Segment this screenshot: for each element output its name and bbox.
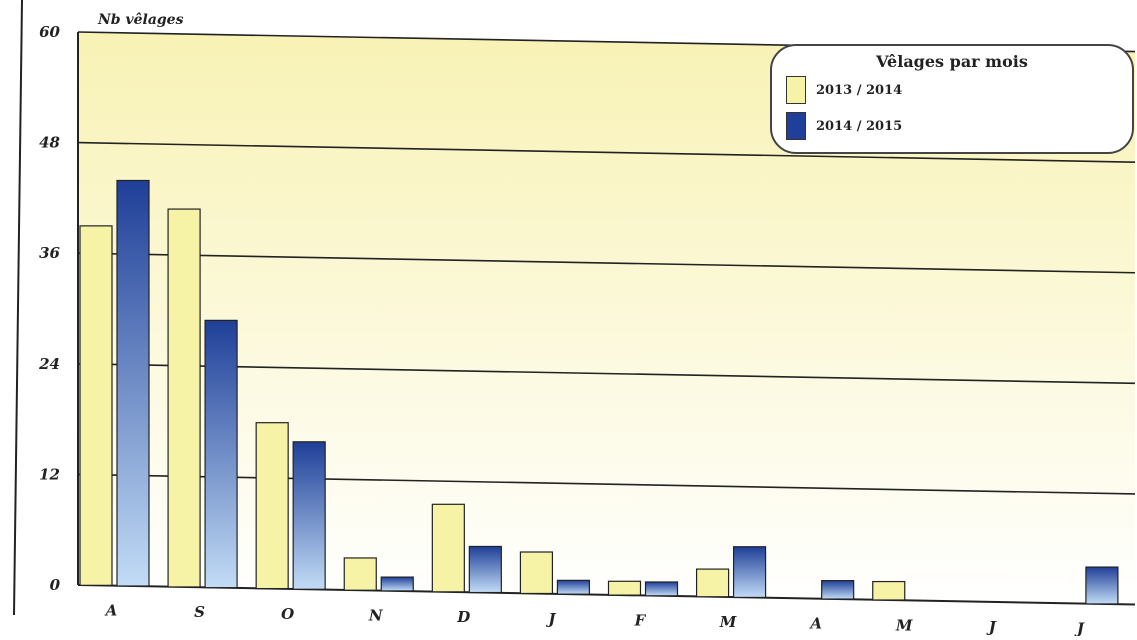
- bar-series-1: [520, 552, 552, 593]
- bar-series-1: [873, 582, 905, 600]
- bar-series-2: [557, 580, 589, 594]
- legend-item-series-2: 2014 / 2015: [786, 112, 902, 140]
- bar-series-1: [344, 558, 376, 590]
- x-tick-label: J: [1074, 620, 1085, 636]
- bar-series-1: [697, 569, 729, 597]
- x-tick-label: D: [456, 608, 470, 626]
- bar-series-1: [168, 209, 200, 587]
- legend-swatch-series-2: [786, 112, 806, 140]
- x-tick-label: A: [808, 615, 822, 633]
- y-tick-label: 48: [39, 134, 60, 152]
- x-tick-label: O: [281, 605, 294, 623]
- legend-title: Vêlages par mois: [772, 52, 1132, 71]
- bar-series-1: [80, 226, 112, 585]
- y-tick-label: 60: [39, 23, 60, 41]
- bar-series-1: [432, 504, 464, 592]
- x-tick-label: M: [719, 613, 737, 631]
- x-tick-label: S: [194, 603, 205, 621]
- bar-series-1: [256, 423, 288, 589]
- bar-series-2: [646, 582, 678, 596]
- x-tick-label: N: [368, 607, 384, 625]
- bar-series-1: [609, 581, 641, 595]
- page-margin-line: [14, 0, 22, 615]
- y-tick-label: 12: [39, 465, 60, 483]
- legend-swatch-series-1: [786, 76, 806, 104]
- x-tick-label: J: [986, 618, 997, 636]
- legend-item-series-1: 2013 / 2014: [786, 76, 902, 104]
- bar-series-2: [469, 546, 501, 592]
- y-tick-label: 0: [50, 576, 61, 594]
- bar-series-2: [205, 320, 237, 587]
- bar-series-2: [293, 442, 325, 589]
- x-tick-label: F: [634, 611, 647, 629]
- x-tick-label: J: [545, 610, 556, 628]
- y-tick-label: 36: [39, 244, 60, 262]
- bar-series-2: [822, 581, 854, 599]
- legend-label-series-2: 2014 / 2015: [816, 119, 902, 134]
- bar-series-2: [734, 547, 766, 598]
- y-axis-label: Nb vêlages: [97, 12, 184, 28]
- y-tick-label: 24: [38, 355, 60, 373]
- x-tick-label: A: [104, 602, 118, 620]
- bar-series-2: [381, 577, 413, 591]
- x-tick-label: M: [895, 616, 913, 634]
- legend-label-series-1: 2013 / 2014: [816, 83, 902, 98]
- bar-series-2: [1086, 567, 1118, 604]
- legend: Vêlages par mois 2013 / 2014 2014 / 2015: [770, 44, 1134, 154]
- bar-series-2: [117, 180, 149, 586]
